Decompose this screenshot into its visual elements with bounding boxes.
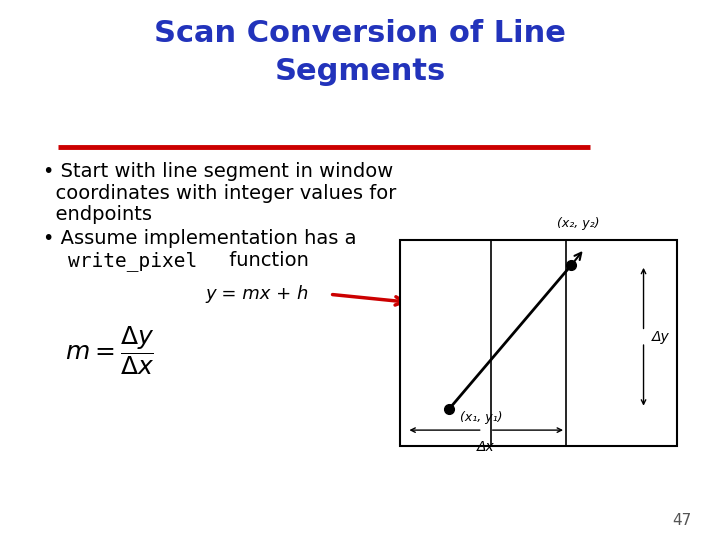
Text: endpoints: endpoints: [43, 205, 152, 224]
Text: Δy: Δy: [652, 330, 670, 344]
Text: Scan Conversion of Line: Scan Conversion of Line: [154, 19, 566, 48]
Text: write_pixel: write_pixel: [68, 251, 198, 271]
Text: y = mx + h: y = mx + h: [205, 285, 309, 303]
Text: function: function: [223, 251, 309, 270]
Text: Δx: Δx: [477, 440, 495, 454]
Bar: [400, 240, 677, 446]
Text: coordinates with integer values for: coordinates with integer values for: [43, 184, 397, 202]
Text: • Assume implementation has a: • Assume implementation has a: [43, 230, 356, 248]
Text: 47: 47: [672, 513, 691, 528]
Text: (x₂, y₂): (x₂, y₂): [557, 217, 600, 230]
Text: (x₁, y₁): (x₁, y₁): [460, 411, 503, 424]
Text: • Start with line segment in window: • Start with line segment in window: [43, 162, 393, 181]
Text: Segments: Segments: [274, 57, 446, 86]
Text: $m = \dfrac{\Delta y}{\Delta x}$: $m = \dfrac{\Delta y}{\Delta x}$: [65, 324, 154, 377]
